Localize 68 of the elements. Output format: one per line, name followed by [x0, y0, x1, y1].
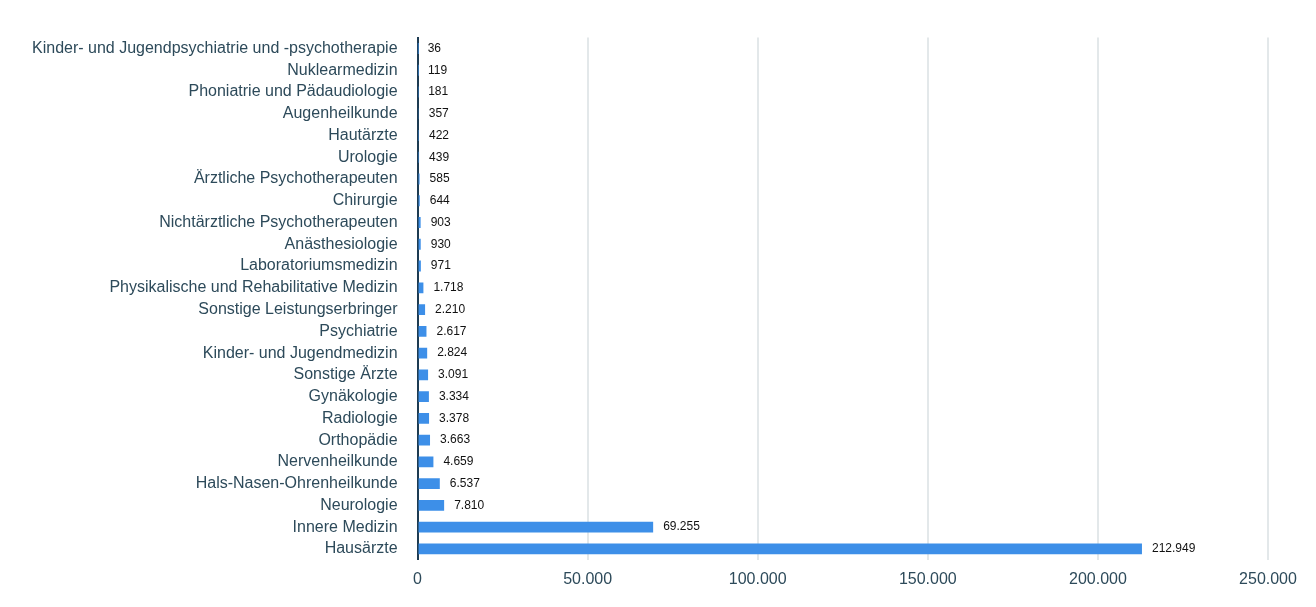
y-tick-label: Sonstige Ärzte	[293, 365, 398, 383]
bar	[418, 369, 429, 381]
y-tick-label: Chirurgie	[332, 191, 398, 209]
data-label: 69.255	[663, 519, 701, 534]
bar	[418, 499, 445, 511]
bar	[418, 434, 431, 446]
bar	[418, 391, 429, 403]
y-tick-label: Hausärzte	[324, 539, 398, 557]
data-label: 6.537	[449, 475, 481, 490]
data-label: 3.091	[438, 367, 469, 382]
y-tick-label: Kinder- und Jugendpsychiatrie und -psychotherapie	[32, 38, 398, 56]
data-label: 2.210	[435, 301, 466, 316]
data-label: 903	[430, 214, 451, 229]
x-tick-label: 150.000	[898, 569, 957, 587]
data-label: 4.659	[443, 454, 474, 469]
y-tick-label: Hals-Nasen-Ohrenheilkunde	[195, 474, 398, 492]
bar	[418, 217, 421, 228]
y-tick-label: Innere Medizin	[292, 517, 398, 535]
y-tick-label: Laboratoriumsmedizin	[240, 256, 398, 274]
y-tick-label: Urologie	[337, 147, 398, 165]
y-tick-label: Orthopädie	[318, 430, 398, 448]
data-label: 7.810	[454, 497, 485, 512]
data-label: 585	[429, 171, 450, 186]
bar	[418, 412, 430, 424]
y-tick-label: Psychiatrie	[319, 321, 398, 339]
data-label: 439	[429, 149, 450, 164]
x-tick-label: 250.000	[1239, 569, 1298, 587]
bar	[418, 347, 428, 359]
x-tick-label: 0	[413, 569, 423, 587]
x-tick-label: 50.000	[563, 569, 613, 587]
y-tick-label: Gynäkologie	[308, 387, 398, 405]
data-label: 3.334	[438, 388, 470, 403]
y-tick-label: Phoniatrie und Pädaudiologie	[188, 82, 398, 100]
y-tick-label: Sonstige Leistungserbringer	[198, 299, 399, 317]
y-tick-label: Augenheilkunde	[282, 104, 398, 122]
bar	[418, 304, 426, 316]
data-label: 3.378	[439, 410, 470, 425]
y-tick-label: Hautärzte	[328, 125, 398, 143]
y-tick-label: Physikalische und Rehabilitative Medizin	[109, 278, 398, 296]
data-label: 212.949	[1151, 541, 1196, 556]
data-label: 36	[427, 40, 442, 55]
data-label: 119	[427, 62, 448, 77]
data-label: 3.663	[440, 432, 471, 447]
data-label: 930	[430, 236, 452, 251]
x-tick-label: 100.000	[728, 569, 787, 587]
y-tick-label: Nervenheilkunde	[277, 452, 398, 470]
data-label: 181	[428, 84, 449, 99]
bar	[418, 521, 654, 533]
y-tick-label: Radiologie	[321, 408, 398, 426]
bar	[418, 456, 434, 468]
y-tick-label: Nuklearmedizin	[287, 60, 398, 78]
data-label: 2.617	[436, 323, 467, 338]
y-tick-label: Neurologie	[320, 495, 398, 513]
data-label: 971	[430, 258, 452, 273]
bar	[418, 543, 1142, 555]
data-label: 357	[428, 106, 450, 121]
x-tick-label: 200.000	[1068, 569, 1127, 587]
bar	[418, 325, 427, 337]
y-tick-label: Nichtärztliche Psychotherapeuten	[159, 212, 398, 230]
data-label: 422	[429, 127, 450, 142]
data-label: 1.718	[433, 280, 464, 295]
data-label: 644	[429, 193, 451, 208]
y-tick-label: Kinder- und Jugendmedizin	[202, 343, 398, 361]
y-tick-label: Ärztliche Psychotherapeuten	[193, 169, 398, 187]
bar	[418, 238, 421, 250]
bar	[418, 478, 440, 490]
data-label: 2.824	[437, 345, 468, 360]
y-tick-label: Anästhesiologie	[284, 234, 398, 252]
